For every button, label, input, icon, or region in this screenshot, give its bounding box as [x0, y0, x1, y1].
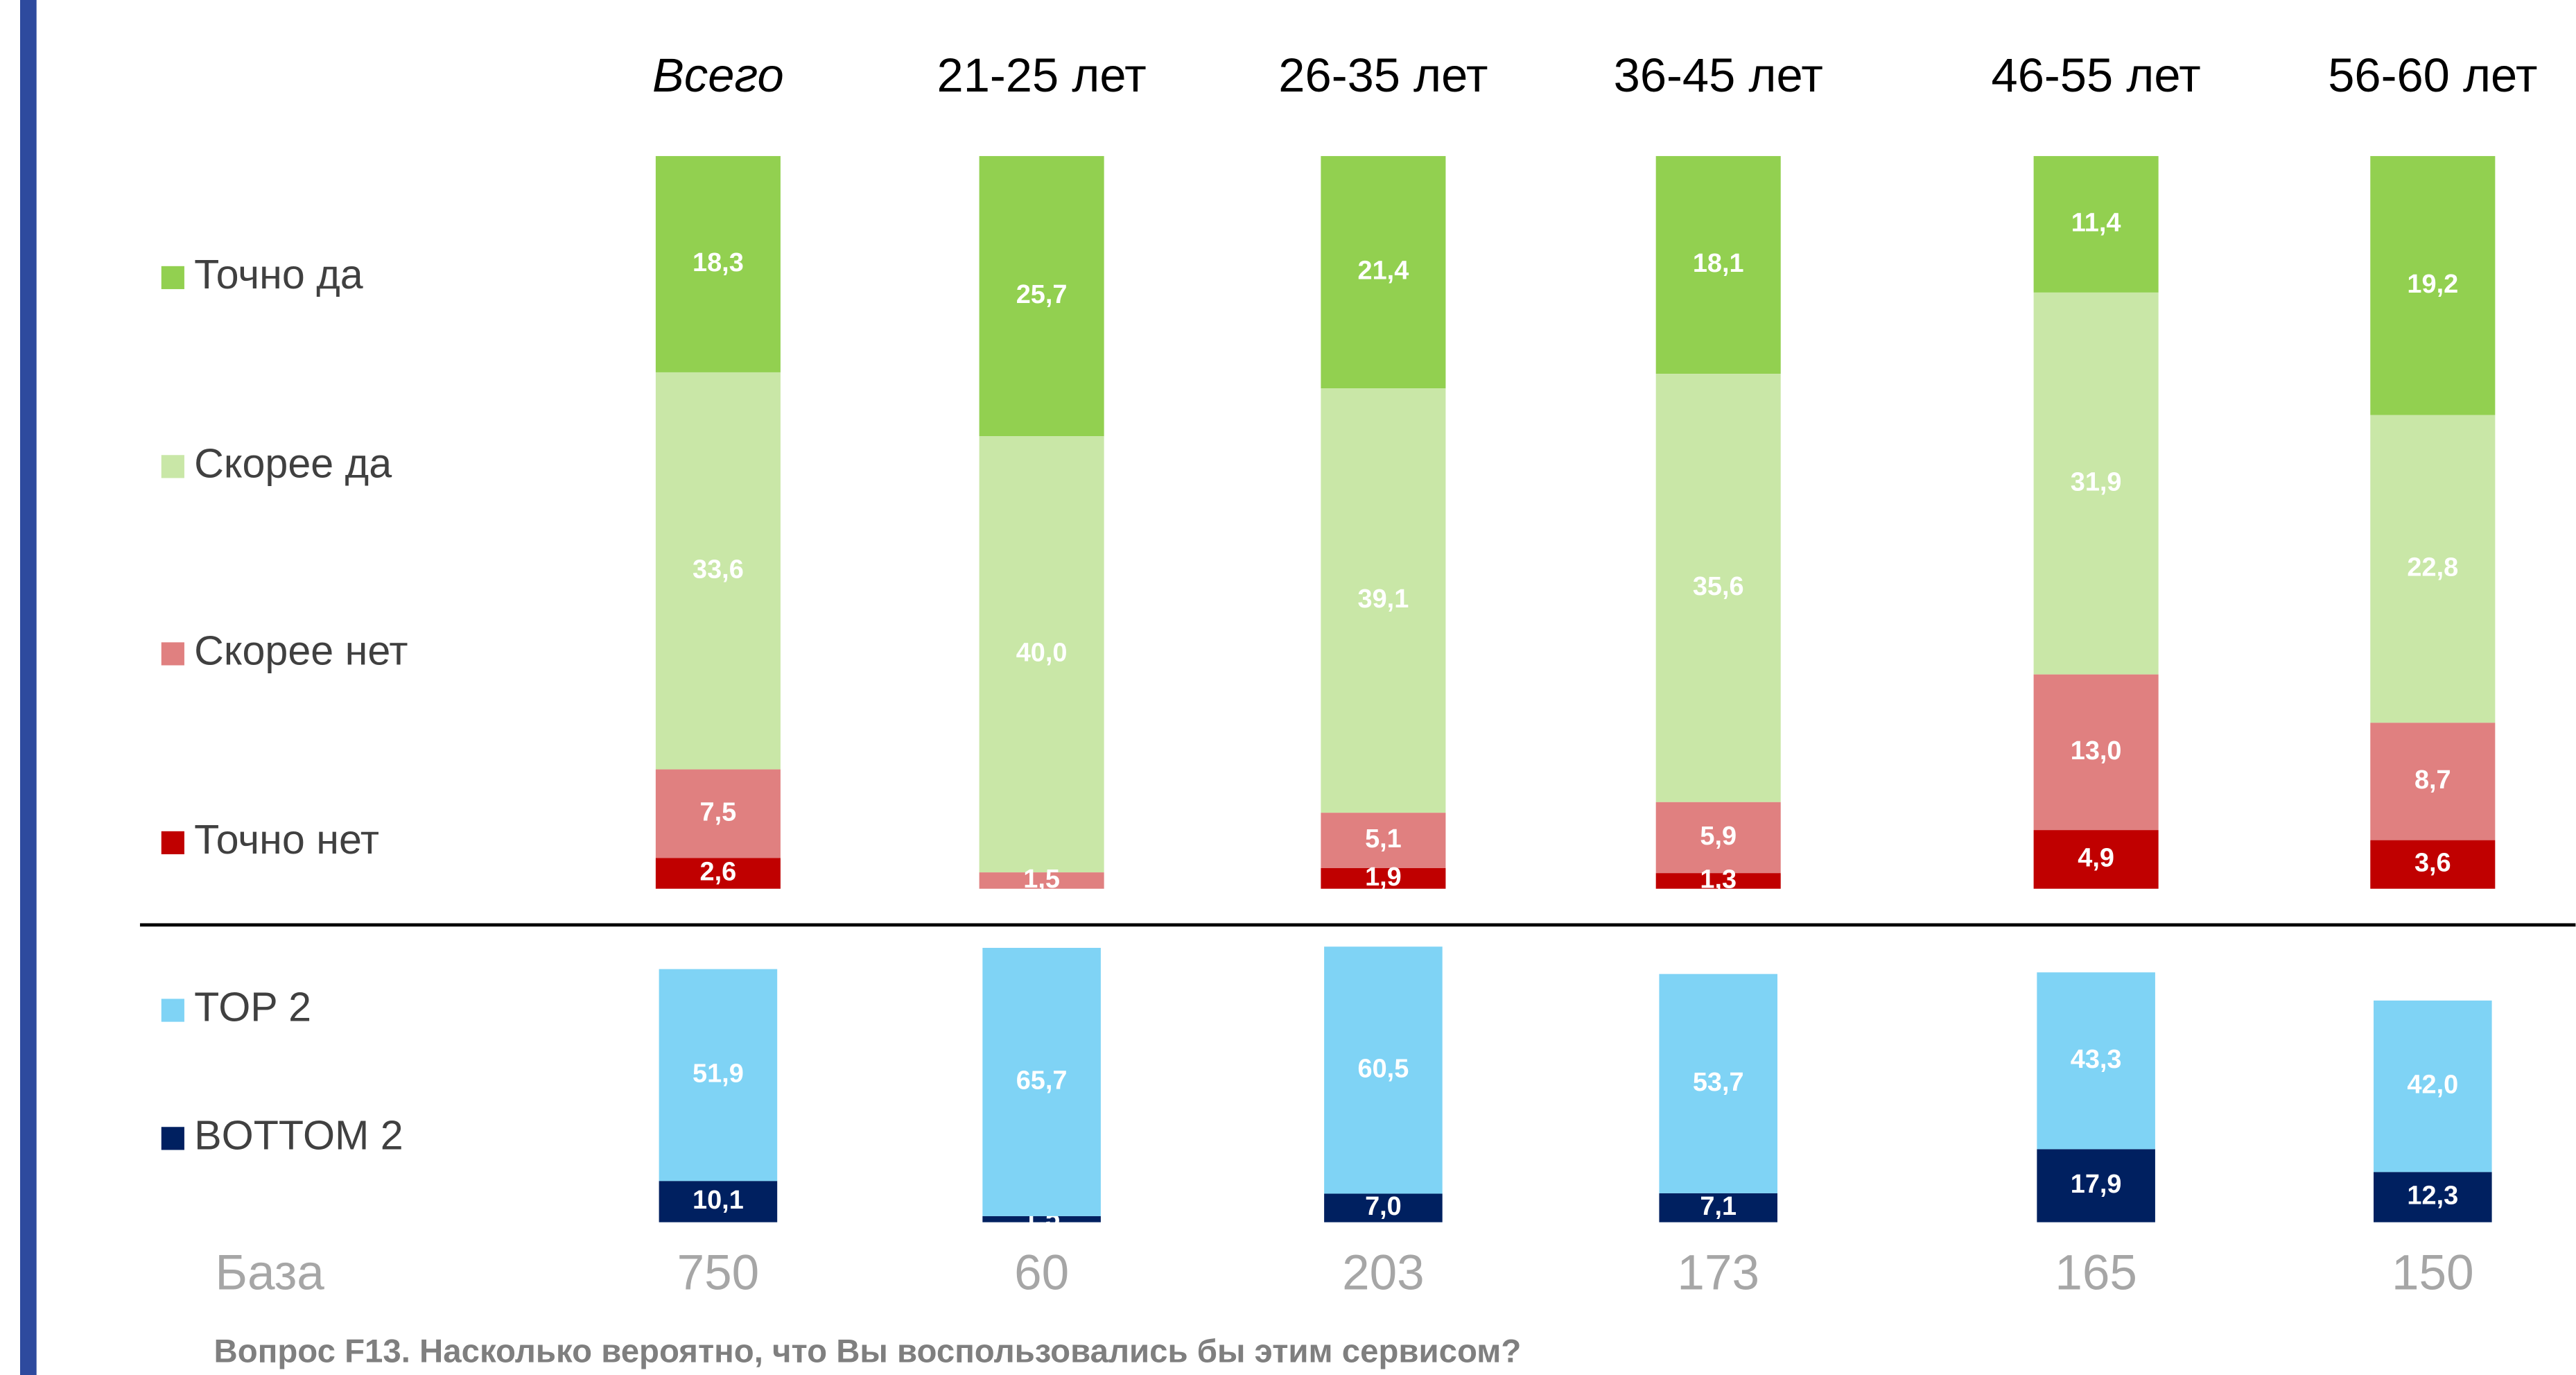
legend-swatch — [161, 998, 184, 1022]
value-label: 42,0 — [2407, 1071, 2458, 1100]
value-label: 12,3 — [2407, 1181, 2458, 1210]
value-label: 65,7 — [1016, 1066, 1068, 1095]
bar-segment — [2033, 156, 2159, 293]
bar-segment — [655, 858, 781, 889]
value-label: 18,3 — [693, 248, 744, 277]
value-label: 17,9 — [2071, 1170, 2122, 1199]
bar-segment — [655, 372, 781, 770]
bar-segment — [2370, 156, 2496, 415]
bar-segment — [2033, 830, 2159, 889]
value-label: 1,5 — [1023, 865, 1060, 894]
category-label: Всего — [652, 49, 784, 102]
value-label: 40,0 — [1016, 639, 1068, 668]
bar-segment — [982, 1216, 1101, 1222]
base-label: База — [215, 1246, 324, 1301]
legend-label: Скорее да — [194, 440, 392, 486]
value-label: 7,1 — [1700, 1192, 1737, 1221]
bar-segment — [655, 156, 781, 372]
base-value: 203 — [1342, 1246, 1425, 1301]
category-label: 26-35 лет — [1278, 49, 1488, 102]
bar-segment — [2374, 1000, 2492, 1173]
bar-segment — [1321, 813, 1446, 868]
value-label: 10,1 — [693, 1186, 744, 1215]
value-label: 7,0 — [1365, 1192, 1402, 1221]
base-value: 165 — [2055, 1246, 2137, 1301]
bar-segment — [979, 436, 1104, 873]
value-label: 60,5 — [1358, 1054, 1409, 1083]
legend-label: Скорее нет — [194, 628, 408, 674]
bar-segment — [1655, 374, 1781, 802]
legend-swatch — [161, 831, 184, 854]
bar-segment — [1321, 867, 1446, 889]
value-label: 1,9 — [1365, 863, 1402, 892]
value-label: 3,6 — [2414, 849, 2451, 878]
bar-segment — [1655, 873, 1781, 889]
value-label: 25,7 — [1016, 280, 1068, 309]
legend-swatch — [161, 642, 184, 666]
value-label: 31,9 — [2071, 467, 2122, 496]
legend-swatch — [161, 1127, 184, 1150]
legend-label: TOP 2 — [194, 984, 311, 1030]
value-label: 7,5 — [700, 798, 737, 827]
value-label: 43,3 — [2071, 1045, 2122, 1074]
bar-segment — [1321, 388, 1446, 813]
category-label: 36-45 лет — [1614, 49, 1823, 102]
category-label: 21-25 лет — [937, 49, 1147, 102]
legend-label: Точно да — [194, 251, 363, 297]
value-label: 35,6 — [1693, 572, 1744, 601]
base-value: 150 — [2392, 1246, 2474, 1301]
side-bar — [19, 0, 37, 1375]
bar-segment — [2033, 292, 2159, 675]
bar-segment — [2370, 840, 2496, 889]
value-label: 5,1 — [1365, 824, 1402, 854]
legend-swatch — [161, 266, 184, 289]
bar-segment — [1324, 946, 1443, 1194]
bar-segment — [655, 769, 781, 858]
value-label: 2,6 — [700, 858, 737, 887]
value-label: 8,7 — [2414, 766, 2451, 795]
category-label: 56-60 лет — [2328, 49, 2537, 102]
bar-segment — [2033, 674, 2159, 831]
value-label: 13,0 — [2071, 736, 2122, 766]
value-label: 22,8 — [2407, 553, 2458, 582]
legend-label: Точно нет — [194, 816, 379, 863]
bar-segment — [2037, 1149, 2155, 1222]
legend-label: BOTTOM 2 — [194, 1112, 403, 1158]
value-label: 18,1 — [1693, 249, 1744, 278]
value-label: 4,9 — [2078, 843, 2114, 872]
bar-segment — [979, 872, 1104, 889]
value-label: 53,7 — [1693, 1068, 1744, 1097]
bar-segment — [659, 1181, 778, 1222]
bar-segment — [1655, 156, 1781, 374]
value-label: 11,4 — [2071, 209, 2121, 238]
value-label: 33,6 — [693, 555, 744, 584]
base-value: 173 — [1677, 1246, 1759, 1301]
bar-segment — [659, 969, 778, 1182]
value-label: 5,9 — [1700, 822, 1737, 851]
value-label: 51,9 — [693, 1059, 744, 1088]
base-value: 60 — [1014, 1246, 1069, 1301]
bar-segment — [2037, 972, 2155, 1150]
footnote: Вопрос F13. Насколько вероятно, что Вы в… — [214, 1333, 1522, 1370]
bar-segment — [1655, 802, 1781, 874]
legend-swatch — [161, 455, 184, 478]
bar-segment — [2370, 723, 2496, 840]
value-label: 39,1 — [1358, 585, 1409, 614]
bar-segment — [2374, 1172, 2492, 1222]
value-label: 1,3 — [1700, 865, 1737, 894]
value-label: 21,4 — [1358, 257, 1409, 286]
bar-segment — [1659, 1193, 1778, 1222]
bar-segment — [2370, 415, 2496, 723]
bar-segment — [982, 947, 1101, 1216]
bar-segment — [1659, 974, 1778, 1193]
bar-segment — [979, 156, 1104, 437]
category-label: 46-55 лет — [1992, 49, 2201, 102]
bar-segment — [1321, 156, 1446, 389]
base-value: 750 — [677, 1246, 760, 1301]
value-label: 19,2 — [2407, 270, 2458, 299]
bar-segment — [1324, 1193, 1443, 1222]
